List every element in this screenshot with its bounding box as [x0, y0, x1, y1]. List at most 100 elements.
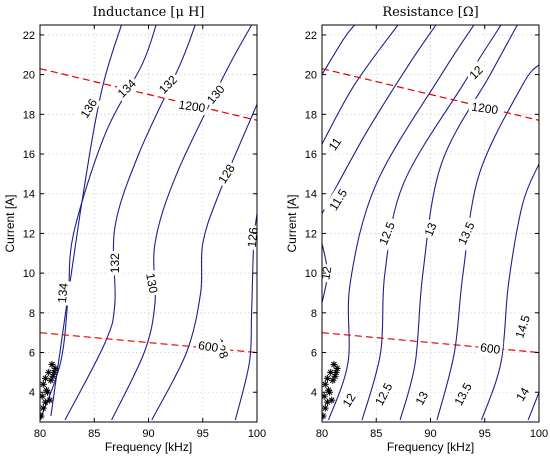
contour-label-bg	[373, 215, 400, 251]
contour-label: 134	[53, 280, 71, 306]
contour-label: 12.5	[373, 215, 400, 251]
contour-label-text: 11	[326, 135, 345, 154]
contour-line-14	[480, 163, 539, 421]
contour-label-bg	[369, 376, 398, 412]
star-marker	[322, 392, 328, 400]
contour-label-bg	[323, 182, 353, 217]
y-tick-label: 4	[29, 387, 35, 399]
contour-label: 12	[337, 388, 360, 412]
contour-label: 13	[410, 386, 433, 410]
dashed-line-1200	[40, 68, 257, 121]
contour-label-text: 132	[108, 253, 122, 273]
y-tick-label: 12	[23, 228, 35, 240]
star-marker-stroke	[46, 397, 53, 403]
contour-label-bg	[419, 218, 441, 241]
contour-line-132	[64, 25, 196, 421]
dashed-line-label: 1200	[468, 98, 502, 118]
contour-label-bg	[337, 388, 360, 412]
dashed-line-label-text: 1200	[178, 98, 207, 116]
star-marker	[322, 380, 329, 388]
contour-line-11-5	[322, 25, 437, 214]
star-marker	[322, 404, 329, 412]
y-tick-label: 16	[23, 149, 35, 161]
star-marker-stroke	[49, 361, 55, 368]
y-tick-label: 22	[23, 30, 35, 42]
x-tick-label: 100	[248, 428, 266, 440]
y-tick-label: 10	[305, 268, 317, 280]
contour-line-13	[399, 25, 518, 421]
x-tick-label: 95	[197, 428, 209, 440]
dashed-line-label-bg	[195, 336, 222, 356]
contour-label-text: 13	[422, 220, 440, 238]
star-marker	[48, 360, 56, 368]
contour-label-text: 130	[143, 272, 160, 294]
contour-label: 130	[142, 269, 162, 297]
star-marker	[323, 374, 331, 382]
dashed-line-label: 600	[195, 336, 222, 356]
y-tick-label: 20	[23, 70, 35, 82]
contour-line-130	[111, 25, 253, 421]
star-marker-stroke	[327, 369, 334, 376]
dashed-line-label-text: 600	[197, 338, 219, 355]
grid	[39, 25, 258, 422]
contour-label-bg	[243, 224, 257, 251]
contour-label-bg	[153, 70, 182, 99]
star-marker	[332, 368, 340, 376]
star-marker-stroke	[322, 405, 329, 411]
star-marker-stroke	[42, 375, 49, 382]
dashed-line-label-bg	[175, 96, 209, 116]
x-tick-label: 90	[424, 428, 436, 440]
contour-label-bg	[448, 376, 477, 412]
contour-label-bg	[213, 159, 240, 188]
contour-label: 126	[243, 224, 261, 251]
star-marker	[40, 404, 47, 412]
star-marker-stroke	[322, 413, 326, 418]
star-marker-stroke	[324, 375, 331, 382]
x-tick-label: 85	[370, 428, 382, 440]
contour-label-text: 12	[466, 63, 486, 83]
dashed-line-1200	[322, 68, 539, 121]
contour-label-bg	[142, 269, 162, 297]
contour-label-text: 126	[245, 226, 261, 247]
y-tick-label: 4	[311, 387, 317, 399]
y-tick-label: 22	[305, 30, 317, 42]
contour-label: 13.5	[448, 376, 477, 412]
dashed-line-600	[322, 332, 539, 354]
star-marker-stroke	[333, 369, 339, 376]
contour-label-bg	[323, 132, 346, 156]
contour-label: 134	[112, 74, 141, 103]
star-marker-stroke	[331, 361, 337, 368]
y-tick-label: 18	[23, 109, 35, 121]
contour-line-14-5	[527, 392, 539, 421]
star-marker	[41, 374, 49, 382]
contour-line-128	[151, 104, 257, 421]
star-marker	[326, 388, 334, 396]
x-tick-label: 95	[479, 428, 491, 440]
contour-label: 11	[323, 132, 346, 156]
star-marker-stroke	[44, 389, 51, 396]
star-marker-stroke	[322, 393, 327, 399]
contour-label-bg	[464, 60, 488, 84]
contour-label-text: 13	[412, 389, 431, 408]
x-tick-label: 85	[88, 428, 100, 440]
contour-label-text: 12	[318, 265, 334, 281]
y-tick-label: 6	[29, 348, 35, 360]
x-axis-label: Frequency [kHz]	[387, 440, 474, 454]
contour-label-text: 14	[513, 385, 532, 404]
star-marker	[40, 392, 46, 400]
chart-title: Resistance [Ω]	[382, 5, 478, 20]
star-marker	[44, 388, 52, 396]
contour-label-bg	[511, 382, 534, 406]
star-marker-stroke	[334, 365, 340, 372]
y-axis-label: Current [A]	[3, 194, 17, 252]
contour-label: 132	[106, 251, 122, 276]
contour-label-text: 134	[55, 282, 71, 303]
marker-group	[322, 360, 341, 420]
star-marker-stroke	[40, 381, 47, 388]
contour-label-bg	[75, 93, 102, 123]
marker-group	[40, 360, 59, 420]
star-marker	[322, 412, 327, 420]
